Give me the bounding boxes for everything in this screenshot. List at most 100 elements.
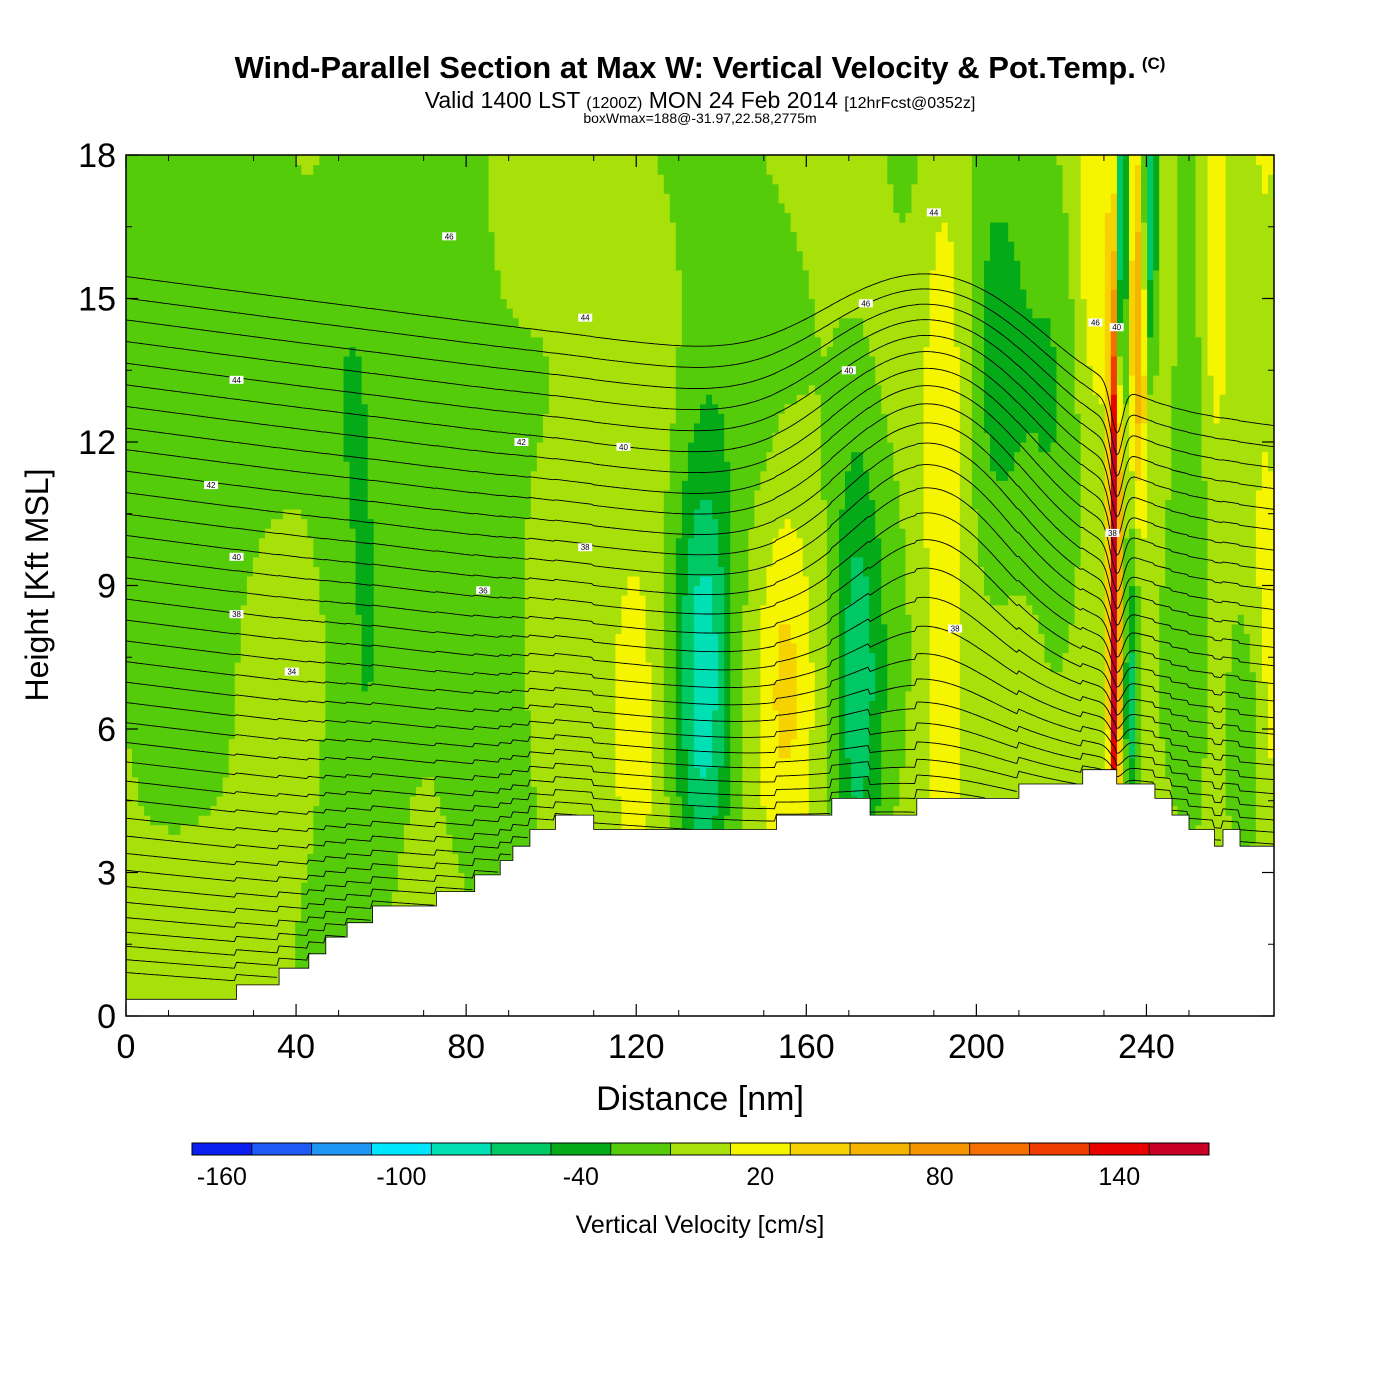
w-cell [210,882,218,893]
w-cell [174,843,181,854]
w-cell [126,920,133,931]
w-cell [271,805,278,816]
w-cell [1177,786,1184,797]
w-cell [168,767,175,778]
w-cell [379,891,387,902]
w-cell [397,757,405,768]
w-cell [361,767,369,778]
w-cell [1135,767,1142,778]
w-cell [331,795,339,807]
w-cell [506,843,514,854]
w-cell [736,795,743,807]
w-cell [693,815,701,826]
w-cell [325,862,333,874]
w-cell [198,862,206,874]
w-cell [295,776,302,787]
w-cell [180,920,188,931]
w-cell [971,786,979,797]
w-cell [180,853,188,864]
w-cell [180,767,188,778]
w-cell [385,815,393,826]
w-cell [168,939,175,950]
w-cell [1255,824,1263,835]
w-cell [367,843,375,854]
w-cell [403,824,411,835]
w-cell [633,786,641,797]
w-cell [706,815,713,826]
w-cell [132,805,139,816]
w-cell [186,815,194,826]
w-cell [548,795,556,807]
w-cell [476,843,484,854]
w-cell [863,776,870,787]
w-cell [887,795,894,807]
w-cell [240,872,248,883]
valid-date: MON 24 Feb 2014 [648,87,838,113]
w-cell [349,882,357,893]
w-cell [204,805,212,816]
w-cell [313,776,320,787]
w-cell [289,767,296,778]
w-cell [724,805,731,816]
w-cell [633,776,641,787]
w-cell [271,872,278,883]
w-cell [1195,815,1203,826]
w-cell [1189,815,1197,826]
w-cell [150,977,157,988]
w-cell [349,853,357,864]
w-cell [422,843,429,854]
w-cell [162,757,169,768]
w-cell [434,805,441,816]
w-cell [675,805,683,816]
w-cell [536,767,544,778]
w-cell [512,805,520,816]
w-cell [1074,776,1082,787]
w-cell [156,767,163,778]
w-cell [488,843,496,854]
w-cell [718,786,725,797]
w-cell [1207,795,1215,807]
w-cell [1261,805,1269,816]
w-cell [156,910,163,921]
w-cell [397,786,405,797]
w-cell [180,891,188,902]
w-cell [307,891,314,902]
w-cell [947,767,955,778]
w-cell [778,786,786,797]
w-cell [718,767,725,778]
w-cell [295,862,302,874]
w-cell [542,767,550,778]
w-cell [337,767,345,778]
w-cell [784,776,792,787]
w-cell [271,939,278,950]
w-cell [669,805,677,816]
w-cell [494,815,502,826]
w-cell [615,805,623,816]
w-cell [373,795,381,807]
w-cell [603,815,610,826]
w-cell [277,834,284,845]
w-cell [186,862,194,874]
w-cell [295,853,302,864]
w-cell [228,805,236,816]
w-cell [416,815,423,826]
w-cell [476,767,484,778]
w-cell [1225,795,1233,807]
w-cell [512,767,520,778]
w-cell [355,795,363,807]
w-cell [180,795,188,807]
w-cell [428,805,435,816]
w-cell [657,786,665,797]
w-cell [464,786,471,797]
w-cell [319,786,326,797]
w-cell [234,853,242,864]
w-cell [186,786,194,797]
w-cell [391,824,399,835]
w-cell [585,786,592,797]
w-cell [367,891,375,902]
w-cell [494,862,502,874]
w-cell [391,786,399,797]
w-cell [651,805,659,816]
w-cell [234,882,242,893]
w-cell [198,901,206,912]
